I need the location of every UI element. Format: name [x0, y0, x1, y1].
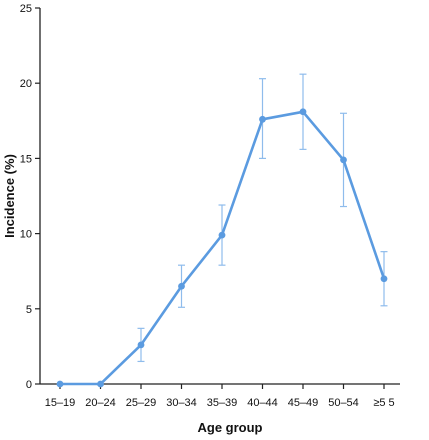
y-tick-label: 20 — [20, 78, 32, 90]
x-tick-label: 50–54 — [328, 397, 359, 409]
x-tick-label: 35–39 — [207, 397, 238, 409]
x-tick-label: 20–24 — [85, 397, 116, 409]
x-tick-label: 40–44 — [247, 397, 278, 409]
x-tick-label: 25–29 — [126, 397, 157, 409]
data-point — [218, 231, 226, 239]
y-tick-label: 25 — [20, 3, 32, 15]
chart-ticks: 0 5 10 15 20 25 15–19 20–24 25–29 30–34 35–39 40–44… — [20, 3, 395, 409]
data-point — [299, 108, 307, 116]
x-tick-label: 15–19 — [45, 397, 76, 409]
y-axis-title: Incidence (%) — [2, 154, 17, 238]
x-tick-label: ≥5 5 — [373, 397, 394, 409]
x-tick-label: 45–49 — [288, 397, 319, 409]
data-point — [340, 156, 347, 164]
chart-axes — [39, 8, 400, 385]
y-tick-label: 15 — [20, 153, 32, 165]
data-point — [137, 341, 145, 349]
data-points — [56, 108, 388, 388]
x-axis-title: Age group — [198, 420, 263, 435]
data-point — [380, 275, 388, 283]
y-tick-label: 5 — [26, 304, 32, 316]
data-point — [259, 115, 266, 123]
y-tick-label: 10 — [20, 229, 32, 241]
data-point — [97, 380, 104, 388]
y-tick-label: 0 — [26, 379, 32, 391]
data-point — [178, 282, 185, 290]
data-point — [56, 380, 64, 388]
x-tick-label: 30–34 — [166, 397, 197, 409]
